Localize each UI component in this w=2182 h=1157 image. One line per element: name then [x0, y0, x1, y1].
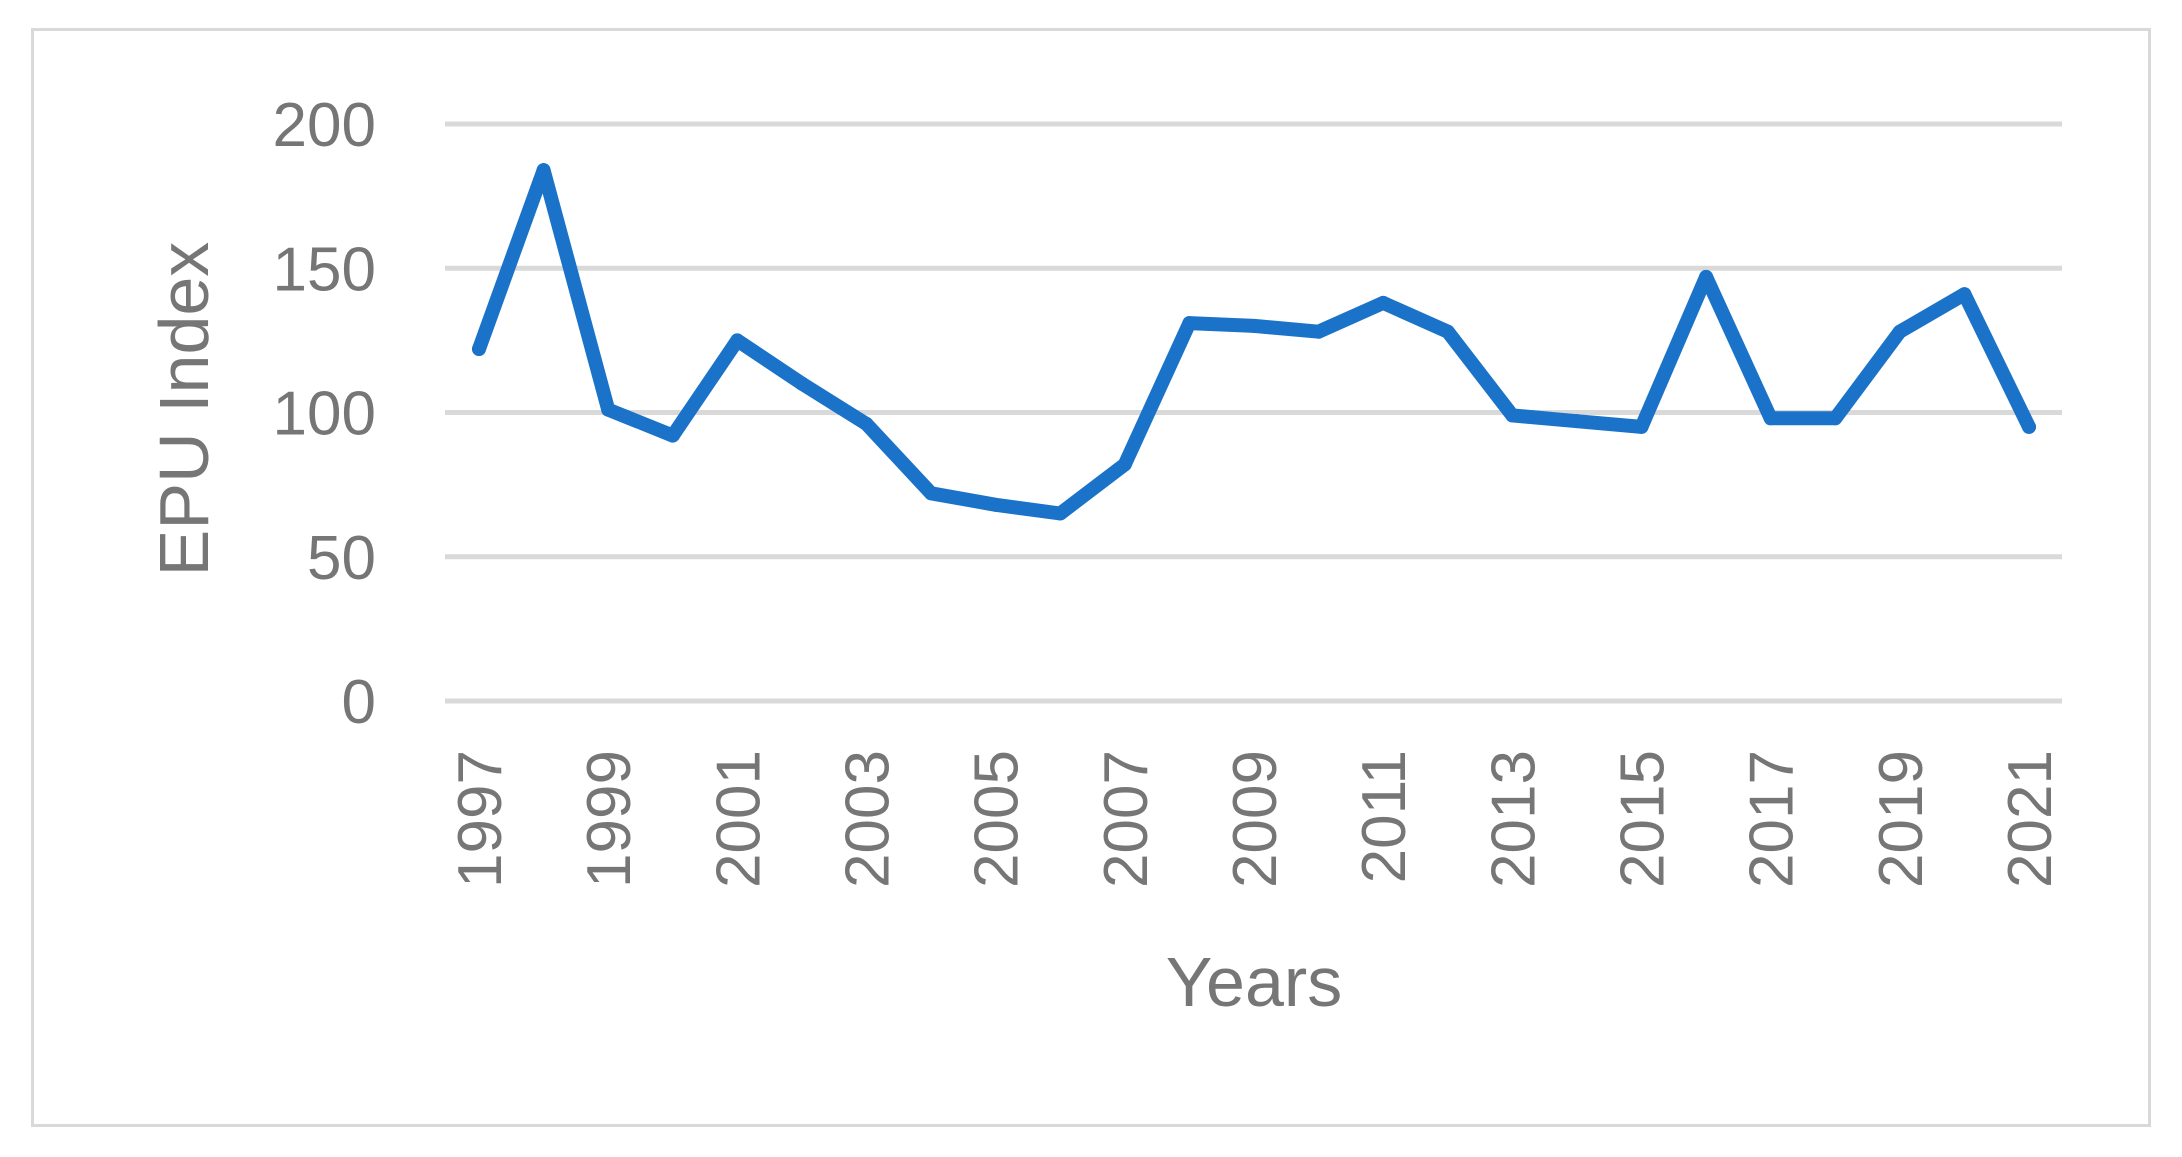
y-axis-ticks: 0 50 100 150 200	[273, 91, 376, 737]
x-tick-label: 1997	[446, 750, 515, 888]
x-tick-label: 2001	[704, 750, 773, 888]
data-point	[1053, 506, 1068, 521]
y-tick-label: 50	[307, 524, 376, 593]
data-point	[1699, 269, 1714, 284]
x-tick-label: 2011	[1350, 750, 1419, 883]
y-tick-label: 200	[273, 91, 376, 160]
y-tick-label: 150	[273, 235, 376, 304]
x-tick-label: 2009	[1221, 750, 1290, 888]
data-point	[1957, 287, 1972, 302]
y-axis-title: EPU Index	[145, 242, 223, 577]
gridlines	[445, 121, 2062, 704]
x-tick-label: 2017	[1738, 750, 1807, 888]
data-point	[1828, 411, 1843, 426]
data-point	[1763, 411, 1778, 426]
data-point	[1505, 408, 1520, 423]
data-point	[1311, 324, 1326, 339]
data-point	[601, 402, 616, 417]
data-point	[536, 163, 551, 178]
y-tick-label: 100	[273, 380, 376, 449]
x-axis-ticks: 1997 1999 2001 2003 2005 2007 2009 2011 2013 2015…	[446, 750, 2065, 888]
x-tick-label: 1999	[575, 750, 644, 888]
data-point	[1182, 316, 1197, 331]
data-point	[665, 428, 680, 443]
x-axis-title: Years	[1166, 943, 1342, 1021]
x-tick-label: 2019	[1867, 750, 1936, 888]
data-point	[1634, 419, 1649, 434]
data-point	[1892, 324, 1907, 339]
data-point	[924, 486, 939, 501]
data-point	[794, 376, 809, 391]
data-point	[1376, 295, 1391, 310]
data-point	[1117, 457, 1132, 472]
chart-frame	[31, 28, 2151, 1127]
data-point	[472, 342, 486, 357]
data-point	[2022, 419, 2036, 434]
x-tick-label: 2003	[834, 750, 903, 888]
data-point	[1440, 324, 1455, 339]
data-point	[730, 333, 745, 348]
x-tick-label: 2005	[963, 750, 1032, 888]
data-point	[1247, 318, 1261, 333]
series-layer	[472, 163, 2036, 521]
data-point	[1569, 414, 1584, 429]
data-point	[859, 417, 874, 432]
data-point	[988, 497, 1003, 512]
x-tick-label: 2007	[1092, 750, 1161, 888]
series-line-0	[472, 163, 2036, 521]
x-tick-label: 2013	[1479, 750, 1548, 888]
y-tick-label: 0	[342, 668, 376, 737]
x-tick-label: 2021	[1996, 750, 2065, 888]
x-tick-label: 2015	[1609, 750, 1678, 888]
